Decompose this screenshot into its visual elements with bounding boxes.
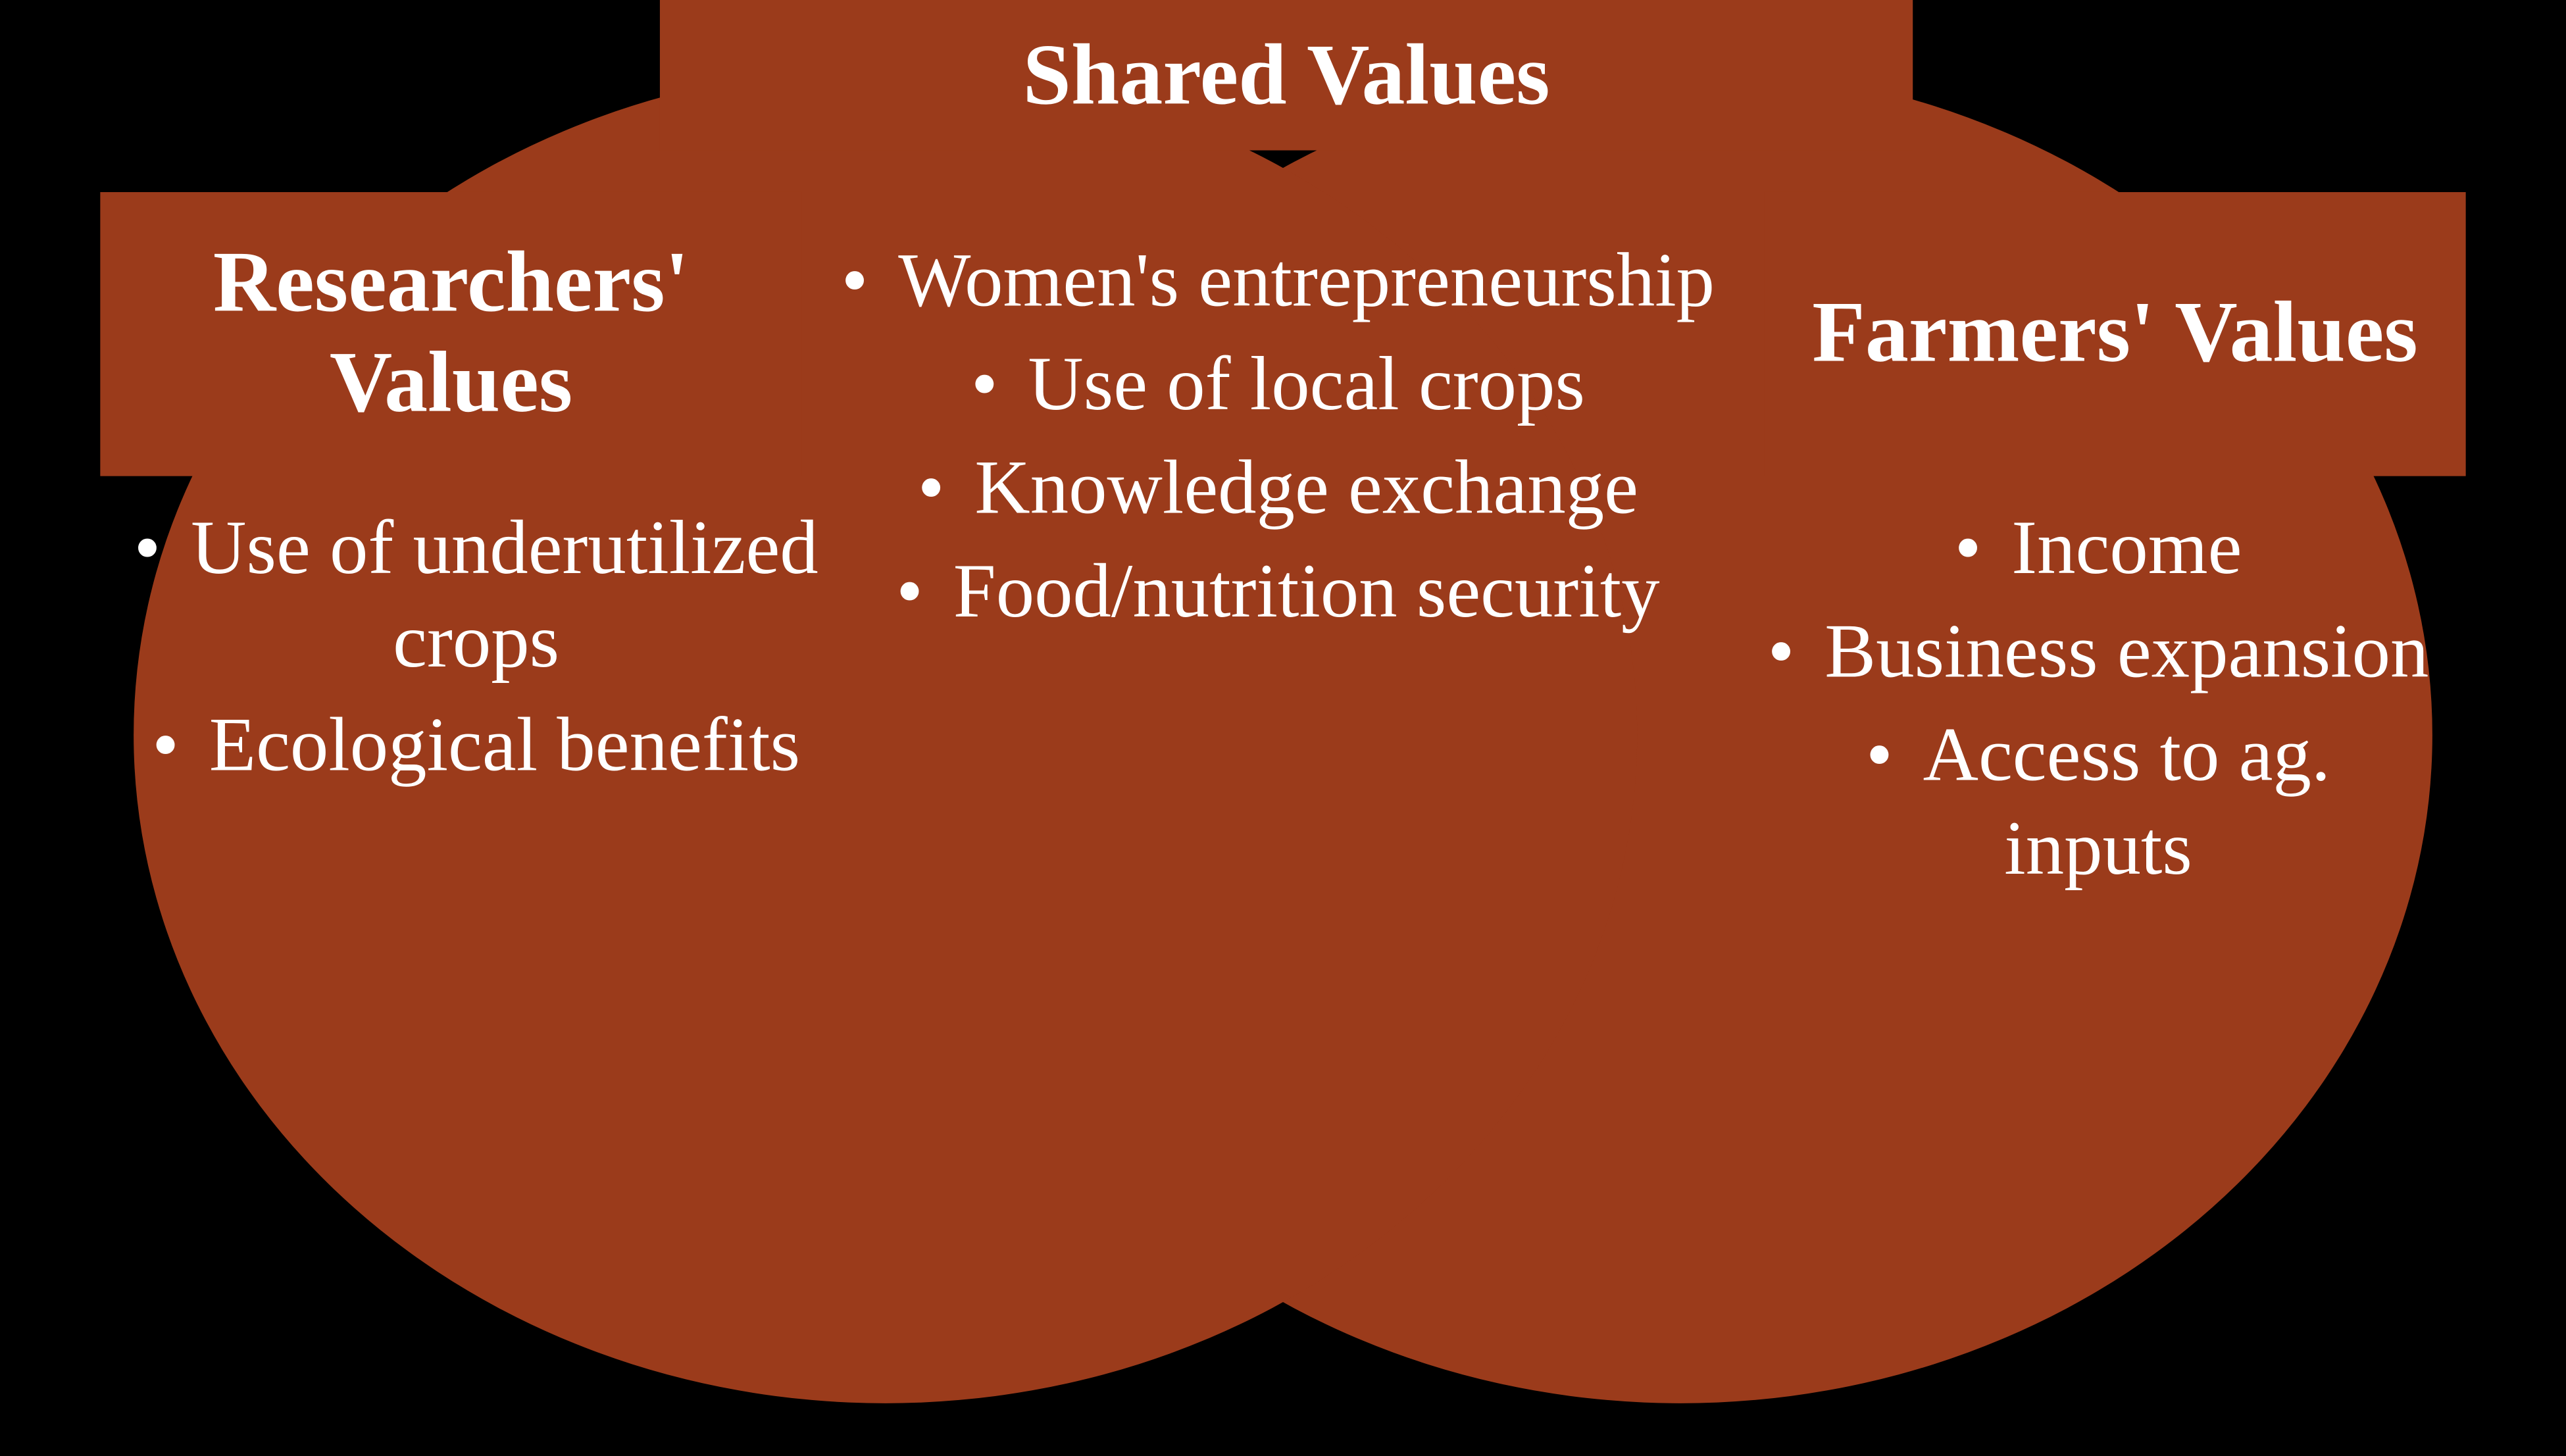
venn-diagram: Shared Values Researchers' Values Farmer… — [0, 0, 2566, 1380]
shared-values-item: Knowledge exchange — [785, 441, 1771, 535]
shared-values-item: Women's entrepreneurship — [785, 234, 1771, 327]
researchers-values-item: Ecological benefits — [134, 699, 818, 792]
farmers-values-list: Income Business expansion Access to ag. in… — [1764, 501, 2432, 907]
shared-values-heading: Shared Values — [1023, 26, 1550, 124]
researchers-values-heading: Researchers' Values — [100, 234, 801, 434]
researchers-values-tab: Researchers' Values — [100, 192, 801, 476]
farmers-values-heading: Farmers' Values — [1812, 284, 2417, 384]
farmers-values-item: Income — [1764, 501, 2432, 595]
researchers-values-list: Use of underutilized crops Ecological ben… — [134, 501, 818, 803]
farmers-values-item: Business expansion — [1764, 605, 2432, 698]
shared-values-item: Food/nutrition security — [785, 545, 1771, 639]
researchers-values-item: Use of underutilized crops — [134, 501, 818, 689]
shared-values-tab: Shared Values — [660, 0, 1913, 151]
shared-values-list: Women's entrepreneurship Use of local cro… — [785, 234, 1771, 649]
farmers-values-tab: Farmers' Values — [1764, 192, 2465, 476]
farmers-values-item: Access to ag. inputs — [1764, 709, 2432, 896]
shared-values-item: Use of local crops — [785, 338, 1771, 431]
